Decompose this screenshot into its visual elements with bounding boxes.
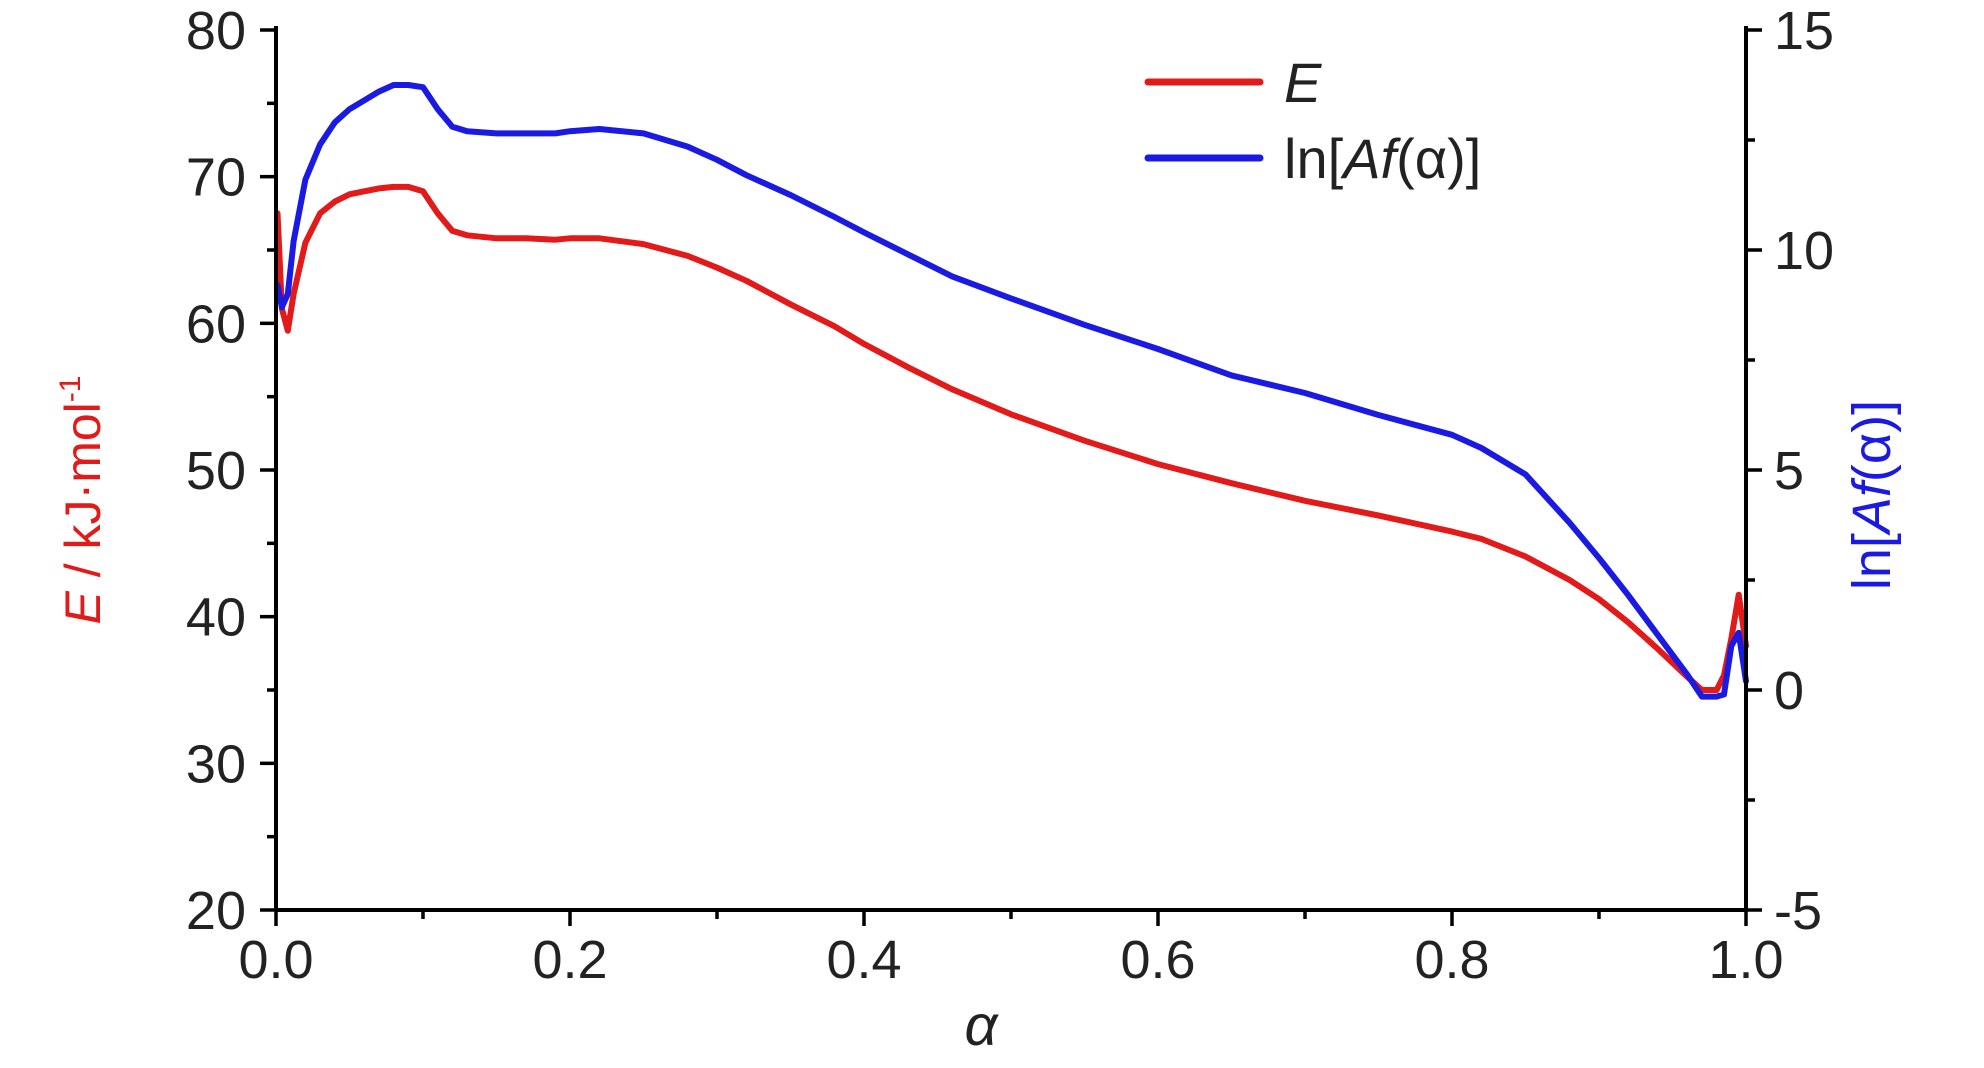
y-left-tick-label: 30 xyxy=(186,734,246,794)
plot-area xyxy=(274,82,1749,700)
series-line-E xyxy=(274,183,1749,693)
legend-label-part: Af xyxy=(1340,127,1401,190)
x-tick-label: 0.8 xyxy=(1414,930,1489,990)
legend-label-part: E xyxy=(1284,51,1322,114)
x-tick-label: 0.4 xyxy=(826,930,901,990)
x-tick-label: 1.0 xyxy=(1708,930,1783,990)
y-right-axis-label: ln[Af(α)] xyxy=(1842,400,1902,590)
x-tick-label: 0.0 xyxy=(238,930,313,990)
legend-label-part: (α)] xyxy=(1396,127,1481,190)
y-right-axis-label-part: (α)] xyxy=(1842,400,1902,482)
y-right-tick-label: 0 xyxy=(1774,661,1804,721)
y-right-tick-label: -5 xyxy=(1774,881,1822,941)
y-right-axis-label-part: Af xyxy=(1842,477,1902,536)
y-left-tick-label: 60 xyxy=(186,294,246,354)
y-left-tick-label: 20 xyxy=(186,881,246,941)
y-right-tick-label: 15 xyxy=(1774,1,1834,61)
series-line-lnAf xyxy=(274,82,1749,700)
legend: Eln[Af(α)] xyxy=(1144,51,1481,190)
legend-label-E: E xyxy=(1284,51,1322,114)
y-left-tick-label: 50 xyxy=(186,441,246,501)
y-left-axis-label-unit: / kJ·mol xyxy=(55,402,111,591)
legend-label-lnAf: ln[Af(α)] xyxy=(1284,127,1481,190)
x-tick-label: 0.2 xyxy=(532,930,607,990)
y-left-axis-label: E / kJ·mol-1 xyxy=(54,376,111,625)
x-tick-label: 0.6 xyxy=(1120,930,1195,990)
y-left-tick-label: 80 xyxy=(186,1,246,61)
y-right-tick-label: 5 xyxy=(1774,441,1804,501)
y-right-axis-label-part: ln[ xyxy=(1842,533,1902,590)
x-axis-label: α xyxy=(964,993,999,1058)
legend-label-part: ln[ xyxy=(1284,127,1344,190)
y-right-tick-label: 10 xyxy=(1774,221,1834,281)
y-left-tick-label: 70 xyxy=(186,148,246,208)
y-left-tick-label: 40 xyxy=(186,588,246,648)
y-left-axis-label-exponent: -1 xyxy=(54,376,87,403)
y-left-axis-label-symbol: E xyxy=(55,590,111,624)
